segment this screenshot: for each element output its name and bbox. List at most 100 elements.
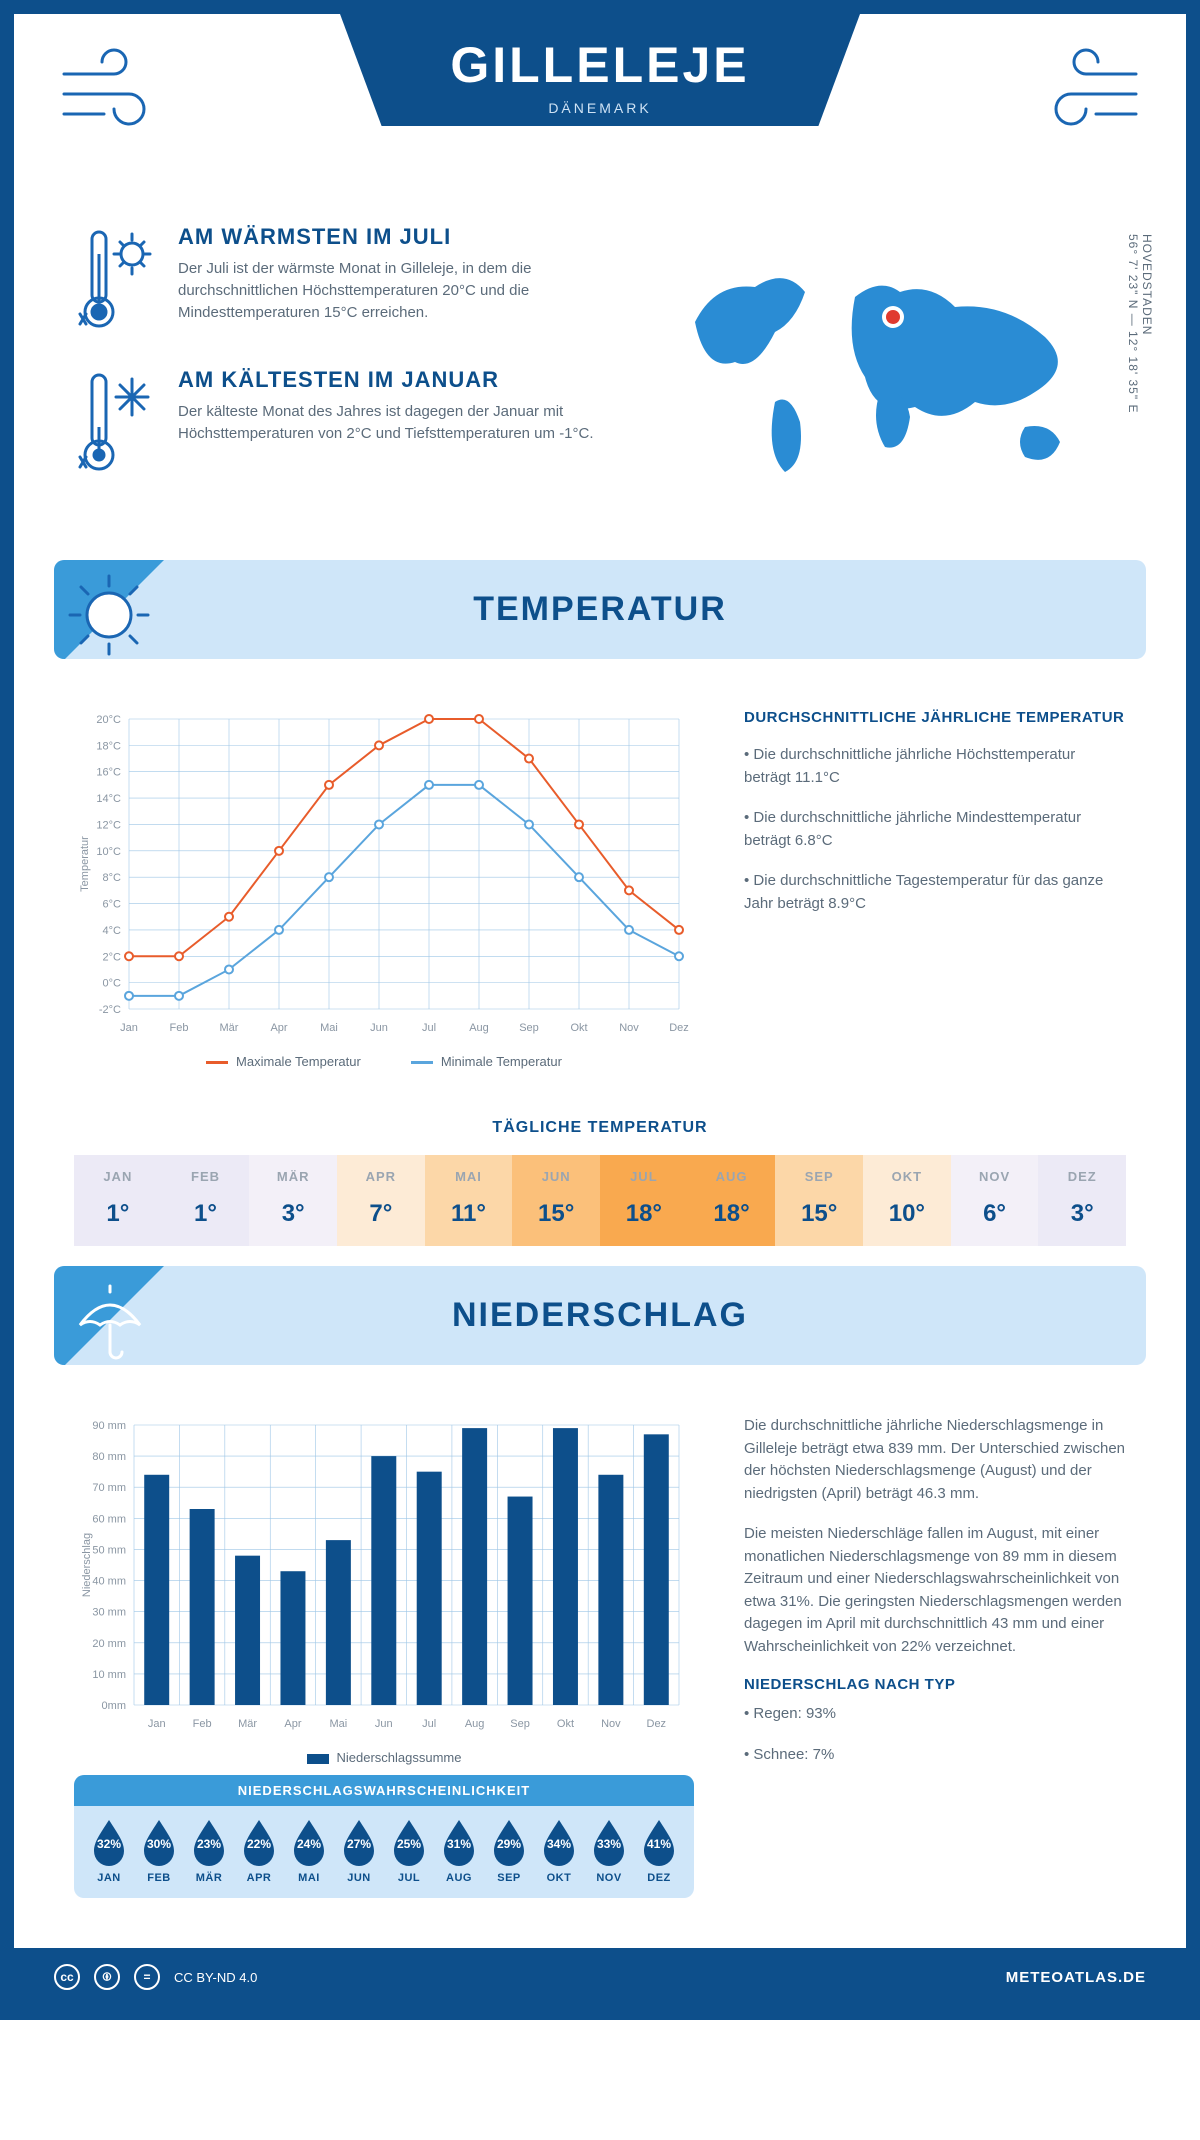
precipitation-probability-box: NIEDERSCHLAGSWAHRSCHEINLICHKEIT 32% JAN … — [74, 1775, 694, 1898]
svg-text:Mär: Mär — [220, 1022, 239, 1034]
probability-cell: 30% FEB — [134, 1818, 184, 1884]
probability-cell: 25% JUL — [384, 1818, 434, 1884]
daily-cell: JUN15° — [512, 1155, 600, 1246]
svg-text:14°C: 14°C — [96, 793, 121, 805]
svg-text:50 mm: 50 mm — [92, 1544, 126, 1556]
svg-text:30 mm: 30 mm — [92, 1607, 126, 1619]
title-banner: GILLELEJE DÄNEMARK — [340, 14, 860, 126]
svg-text:Jan: Jan — [148, 1718, 166, 1730]
page-subtitle: DÄNEMARK — [340, 100, 860, 116]
svg-text:2°C: 2°C — [103, 951, 122, 963]
svg-text:Apr: Apr — [284, 1718, 301, 1730]
drop-icon: 25% — [390, 1818, 428, 1866]
facts-column: AM WÄRMSTEN IM JULI Der Juli ist der wär… — [74, 224, 604, 510]
svg-text:-2°C: -2°C — [99, 1004, 121, 1016]
svg-text:Dez: Dez — [647, 1718, 667, 1730]
daily-cell: MAI11° — [425, 1155, 513, 1246]
fact-title: AM KÄLTESTEN IM JANUAR — [178, 367, 604, 393]
info-bullet: • Regen: 93% — [744, 1703, 1126, 1726]
info-text: Die durchschnittliche jährliche Niedersc… — [744, 1415, 1126, 1505]
svg-text:90 mm: 90 mm — [92, 1420, 126, 1432]
precipitation-chart: 0mm10 mm20 mm30 mm40 mm50 mm60 mm70 mm80… — [74, 1415, 694, 1735]
svg-text:20 mm: 20 mm — [92, 1638, 126, 1650]
svg-text:16°C: 16°C — [96, 767, 121, 779]
drop-icon: 23% — [190, 1818, 228, 1866]
section-banner-precipitation: NIEDERSCHLAG — [54, 1266, 1146, 1365]
temperature-chart: -2°C0°C2°C4°C6°C8°C10°C12°C14°C16°C18°C2… — [74, 709, 694, 1069]
daily-cell: SEP15° — [775, 1155, 863, 1246]
svg-text:Jun: Jun — [370, 1022, 388, 1034]
section-title: TEMPERATUR — [54, 590, 1146, 629]
svg-text:Sep: Sep — [519, 1022, 539, 1034]
probability-cell: 24% MAI — [284, 1818, 334, 1884]
svg-text:20°C: 20°C — [96, 714, 121, 726]
drop-icon: 41% — [640, 1818, 678, 1866]
daily-cell: MÄR3° — [249, 1155, 337, 1246]
svg-text:Sep: Sep — [510, 1718, 530, 1730]
svg-text:4°C: 4°C — [103, 925, 122, 937]
svg-text:Mai: Mai — [330, 1718, 348, 1730]
probability-cell: 23% MÄR — [184, 1818, 234, 1884]
probability-cell: 22% APR — [234, 1818, 284, 1884]
nd-icon: = — [134, 1964, 160, 1990]
daily-cell: JUL18° — [600, 1155, 688, 1246]
page-title: GILLELEJE — [340, 36, 860, 94]
svg-text:Dez: Dez — [669, 1022, 689, 1034]
svg-text:70 mm: 70 mm — [92, 1482, 126, 1494]
svg-text:6°C: 6°C — [103, 899, 122, 911]
fact-coldest: AM KÄLTESTEN IM JANUAR Der kälteste Mona… — [74, 367, 604, 482]
umbrella-icon — [68, 1280, 153, 1365]
precipitation-info: Die durchschnittliche jährliche Niedersc… — [744, 1415, 1126, 1898]
svg-text:40 mm: 40 mm — [92, 1576, 126, 1588]
svg-text:Apr: Apr — [270, 1022, 287, 1034]
svg-text:10 mm: 10 mm — [92, 1669, 126, 1681]
svg-text:Mai: Mai — [320, 1022, 338, 1034]
fact-text: Der Juli ist der wärmste Monat in Gillel… — [178, 258, 604, 323]
daily-cell: NOV6° — [951, 1155, 1039, 1246]
svg-text:80 mm: 80 mm — [92, 1451, 126, 1463]
coordinates-label: HOVEDSTADEN 56° 7' 23" N — 12° 18' 35" E — [1126, 234, 1154, 413]
svg-text:Mär: Mär — [238, 1718, 257, 1730]
drop-icon: 22% — [240, 1818, 278, 1866]
probability-row: 32% JAN 30% FEB 23% MÄR 22% APR — [74, 1806, 694, 1898]
svg-text:Feb: Feb — [170, 1022, 189, 1034]
svg-text:Okt: Okt — [570, 1022, 587, 1034]
svg-text:Jul: Jul — [422, 1022, 436, 1034]
temperature-row: -2°C0°C2°C4°C6°C8°C10°C12°C14°C16°C18°C2… — [14, 679, 1186, 1089]
world-map-icon — [665, 242, 1105, 492]
section-title: NIEDERSCHLAG — [54, 1296, 1146, 1335]
wind-icon — [1036, 44, 1146, 150]
daily-cell: OKT10° — [863, 1155, 951, 1246]
wind-icon — [54, 44, 164, 150]
section-banner-temperature: TEMPERATUR — [54, 560, 1146, 659]
probability-cell: 41% DEZ — [634, 1818, 684, 1884]
svg-text:Feb: Feb — [193, 1718, 212, 1730]
svg-text:Jan: Jan — [120, 1022, 138, 1034]
daily-temp-title: TÄGLICHE TEMPERATUR — [14, 1119, 1186, 1137]
fact-warmest: AM WÄRMSTEN IM JULI Der Juli ist der wär… — [74, 224, 604, 339]
footer: cc 🅯 = CC BY-ND 4.0 METEOATLAS.DE — [14, 1948, 1186, 2006]
map-column: HOVEDSTADEN 56° 7' 23" N — 12° 18' 35" E — [644, 224, 1126, 510]
probability-title: NIEDERSCHLAGSWAHRSCHEINLICHKEIT — [74, 1775, 694, 1806]
probability-cell: 27% JUN — [334, 1818, 384, 1884]
svg-text:Nov: Nov — [619, 1022, 639, 1034]
temperature-info: DURCHSCHNITTLICHE JÄHRLICHE TEMPERATUR •… — [744, 709, 1126, 1069]
daily-cell: AUG18° — [688, 1155, 776, 1246]
info-heading: DURCHSCHNITTLICHE JÄHRLICHE TEMPERATUR — [744, 709, 1126, 726]
footer-license: cc 🅯 = CC BY-ND 4.0 — [54, 1964, 257, 1990]
precipitation-row: 0mm10 mm20 mm30 mm40 mm50 mm60 mm70 mm80… — [14, 1385, 1186, 1918]
svg-text:0°C: 0°C — [103, 978, 122, 990]
fact-text: Der kälteste Monat des Jahres ist dagege… — [178, 401, 604, 445]
thermometer-snow-icon — [74, 367, 154, 482]
drop-icon: 31% — [440, 1818, 478, 1866]
svg-text:Jun: Jun — [375, 1718, 393, 1730]
sun-icon — [64, 570, 154, 659]
drop-icon: 29% — [490, 1818, 528, 1866]
info-bullet: • Schnee: 7% — [744, 1744, 1126, 1767]
daily-cell: DEZ3° — [1038, 1155, 1126, 1246]
probability-cell: 34% OKT — [534, 1818, 584, 1884]
svg-text:Nov: Nov — [601, 1718, 621, 1730]
info-bullet: • Die durchschnittliche jährliche Mindes… — [744, 807, 1126, 852]
thermometer-sun-icon — [74, 224, 154, 339]
precipitation-chart-column: 0mm10 mm20 mm30 mm40 mm50 mm60 mm70 mm80… — [74, 1415, 694, 1898]
